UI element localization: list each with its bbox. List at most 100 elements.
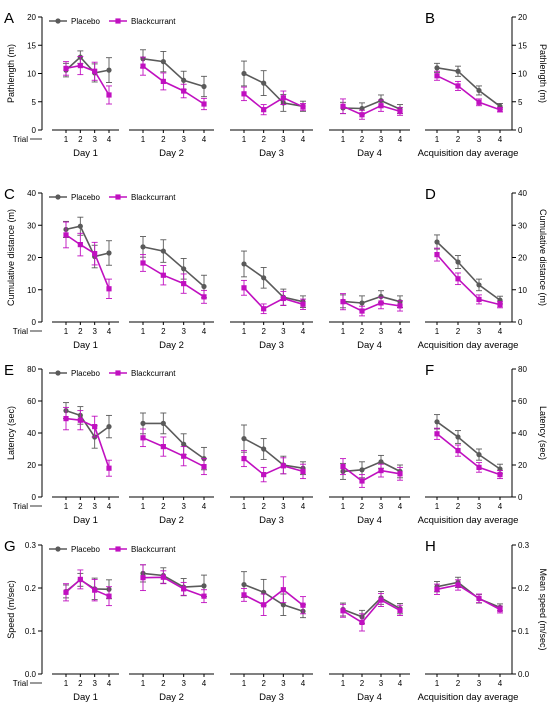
blackcurrant-point: [340, 103, 346, 109]
day-label: Day 2: [159, 515, 184, 526]
blackcurrant-point: [434, 586, 440, 592]
day-label: Day 2: [159, 340, 184, 351]
blackcurrant-point: [340, 464, 346, 470]
placebo-point: [106, 424, 112, 430]
y-tick-label: 0.2: [25, 584, 37, 593]
y-tick-label: 40: [27, 429, 36, 438]
placebo-point: [455, 259, 461, 265]
blackcurrant-line: [142, 576, 205, 597]
day-panel-2: 1 2 3 4 Day 2: [129, 412, 214, 526]
placebo-point: [181, 266, 187, 272]
y-tick-label: 30: [27, 221, 36, 230]
x-tick-label: 3: [379, 679, 384, 688]
blackcurrant-line: [243, 457, 304, 476]
day-label: Day 3: [259, 692, 284, 703]
panel-letter: E: [4, 362, 14, 379]
placebo-point: [378, 293, 384, 300]
y-tick-label: 40: [27, 189, 36, 198]
blackcurrant-point: [106, 286, 112, 292]
y-tick-label: 0.0: [518, 670, 530, 679]
blackcurrant-line: [342, 104, 401, 116]
blackcurrant-point: [201, 464, 207, 470]
x-tick-label: 3: [477, 502, 482, 511]
blackcurrant-point: [160, 78, 166, 85]
placebo-point: [77, 223, 83, 229]
blackcurrant-line: [243, 93, 304, 111]
placebo-line: [143, 422, 205, 460]
blackcurrant-point: [280, 463, 286, 469]
x-tick-label: 1: [341, 502, 346, 511]
legend-blackcurrant-marker: [115, 370, 121, 376]
placebo-point: [476, 87, 482, 94]
blackcurrant-point: [378, 300, 384, 306]
blackcurrant-point: [201, 294, 207, 300]
y-tick-label: 0: [32, 493, 37, 502]
legend-blackcurrant-label: Blackcurrant: [131, 193, 176, 202]
blackcurrant-point: [280, 587, 286, 593]
blackcurrant-point: [241, 285, 247, 291]
legend-placebo-marker: [55, 194, 61, 200]
x-tick-label: 3: [379, 135, 384, 144]
y-tick-label: 0: [518, 493, 523, 502]
blackcurrant-point: [77, 576, 83, 582]
x-tick-label: 2: [456, 679, 461, 688]
placebo-line: [342, 460, 401, 473]
blackcurrant-point: [359, 619, 365, 625]
blackcurrant-point: [106, 593, 112, 599]
blackcurrant-point: [300, 301, 306, 307]
y-tick-label: 20: [27, 254, 36, 263]
y-tick-label: 10: [518, 70, 527, 79]
legend-blackcurrant-label: Blackcurrant: [131, 545, 176, 554]
placebo-line: [342, 596, 401, 618]
y-axis-label: Cumulative distance (m): [538, 209, 548, 306]
placebo-point: [160, 420, 166, 426]
placebo-point: [434, 65, 440, 71]
day-label: Day 4: [357, 515, 382, 526]
x-tick-label: 3: [281, 502, 286, 511]
trial-label: Trial: [13, 679, 28, 688]
day-panel-2: 1 2 3 4 Day 2: [129, 236, 214, 351]
blackcurrant-point: [106, 465, 112, 471]
blackcurrant-point: [201, 101, 207, 107]
placebo-point: [160, 59, 166, 65]
blackcurrant-point: [340, 299, 346, 305]
x-tick-label: 3: [379, 327, 384, 336]
placebo-point: [455, 434, 461, 440]
legend-blackcurrant-label: Blackcurrant: [131, 369, 176, 378]
x-tick-label: 2: [456, 502, 461, 511]
x-tick-label: 4: [202, 502, 207, 511]
blackcurrant-point: [241, 456, 247, 462]
legend-placebo-marker: [55, 18, 61, 24]
blackcurrant-line: [142, 262, 205, 298]
blackcurrant-point: [378, 468, 384, 474]
blackcurrant-point: [92, 424, 98, 430]
x-tick-label: 4: [398, 502, 403, 511]
blackcurrant-point: [455, 276, 461, 282]
day-label: Day 3: [259, 340, 284, 351]
blackcurrant-point: [92, 587, 98, 593]
y-tick-label: 10: [27, 286, 36, 295]
legend: Placebo Blackcurrant: [49, 17, 176, 26]
day-label: Day 4: [357, 692, 382, 703]
x-tick-label: 1: [435, 679, 440, 688]
blackcurrant-point: [378, 103, 384, 109]
day-label: Day 3: [259, 148, 284, 159]
x-tick-label: 4: [498, 135, 503, 144]
blackcurrant-line: [142, 437, 205, 468]
placebo-point: [261, 80, 267, 86]
x-tick-label: 1: [64, 679, 69, 688]
placebo-line: [142, 58, 205, 88]
blackcurrant-point: [160, 444, 166, 450]
placebo-line: [436, 421, 501, 470]
blackcurrant-point: [181, 586, 187, 592]
x-tick-label: 1: [141, 502, 146, 511]
blackcurrant-point: [241, 592, 247, 598]
x-tick-label: 3: [92, 327, 97, 336]
x-tick-label: 2: [161, 502, 166, 511]
x-tick-label: 3: [92, 135, 97, 144]
x-tick-label: 3: [92, 679, 97, 688]
placebo-point: [241, 436, 247, 442]
panel-letter: B: [425, 10, 435, 27]
blackcurrant-point: [261, 472, 267, 478]
x-tick-label: 4: [107, 679, 112, 688]
